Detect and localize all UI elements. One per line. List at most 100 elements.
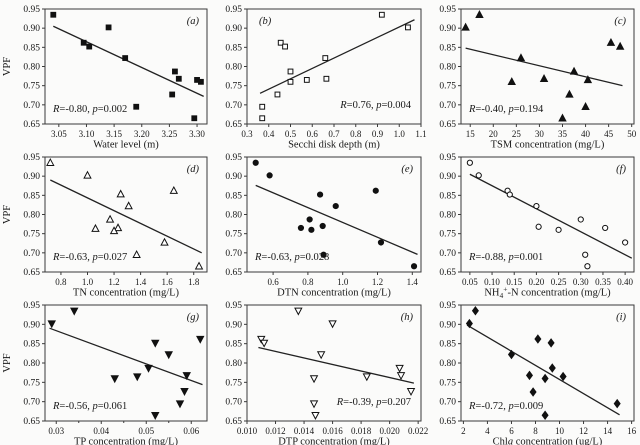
trend-line: [259, 19, 415, 94]
data-point: [144, 364, 153, 373]
x-tick-label: 0.35: [595, 277, 611, 287]
data-point: [548, 363, 556, 373]
y-tick-label: 0.95: [23, 153, 40, 163]
stats-annotation: R=-0.88, p=0.001: [468, 252, 543, 263]
data-point: [558, 113, 567, 122]
data-point: [259, 339, 269, 348]
x-axis-label: TSM concentration (mg/L): [491, 140, 605, 151]
data-point: [105, 214, 115, 223]
data-point: [316, 351, 326, 360]
y-tick-label: 0.80: [23, 359, 40, 369]
panel-label: (b): [259, 16, 272, 27]
data-point: [175, 75, 182, 82]
data-point: [328, 320, 337, 329]
subplot-i: 0.65 0.70 0.75 0.80 0.85 0.90 0.95 2 4 6 8 10 12 14 16…: [427, 296, 640, 445]
y-tick-label: 0.95: [23, 5, 40, 15]
data-point: [287, 78, 294, 85]
subplot-c: 0.65 0.70 0.75 0.80 0.85 0.90 0.95 15 20 25 30 35 40…: [427, 0, 640, 151]
x-axis-label: DTP concentration (mg/L): [278, 437, 390, 445]
subplot-h: 0.65 0.70 0.75 0.80 0.85 0.90 0.95 0.010 0.012 0.…: [213, 296, 428, 445]
x-tick-label: 3.15: [106, 129, 122, 139]
y-tick-label: 0.75: [23, 230, 40, 240]
x-axis-label: Secchi disk depth (m): [288, 140, 380, 151]
panel-label: (f): [616, 164, 626, 175]
x-tick-label: 45: [604, 129, 614, 139]
panel-label: (a): [187, 16, 200, 27]
subplot-a: 0.65 0.70 0.75 0.80 0.85 0.90 0.95 3.05 3.10 3.15…: [0, 0, 213, 151]
y-tick-label: 0.65: [225, 268, 242, 278]
y-tick-label: 0.90: [225, 24, 242, 34]
trend-line: [53, 25, 204, 97]
x-tick-label: 0.4: [263, 129, 275, 139]
data-point: [306, 216, 313, 223]
stats-annotation: R=-0.63, p=0.027: [52, 252, 127, 263]
x-tick-label: 8: [533, 426, 538, 436]
stats-annotation: R=-0.72, p=0.009: [468, 401, 543, 412]
stats-annotation: R=-0.56, p=0.061: [52, 401, 127, 412]
x-tick-label: 0.25: [551, 277, 567, 287]
y-tick-label: 0.80: [225, 211, 242, 221]
x-tick-label: 1.0: [82, 277, 94, 287]
data-point: [569, 66, 579, 75]
y-tick-label: 0.70: [23, 249, 40, 259]
y-tick-label: 0.75: [439, 82, 456, 92]
x-tick-label: 1.6: [162, 277, 174, 287]
data-point: [277, 39, 284, 46]
data-point: [622, 239, 629, 246]
x-tick-label: 40: [581, 129, 591, 139]
data-point: [471, 306, 479, 316]
data-point: [461, 22, 470, 31]
data-point: [110, 375, 119, 384]
data-point: [559, 371, 567, 382]
data-point: [303, 77, 310, 83]
data-point: [577, 216, 584, 223]
data-point: [132, 249, 141, 258]
panel-label: (d): [187, 164, 200, 175]
x-tick-label: 0.20: [529, 277, 545, 287]
data-point: [252, 159, 259, 166]
data-point: [378, 11, 385, 18]
y-tick-label: 0.65: [225, 417, 242, 427]
y-tick-label: 0.95: [439, 153, 456, 163]
data-point: [309, 375, 319, 384]
data-point: [266, 172, 273, 179]
data-point: [169, 185, 179, 194]
data-point: [50, 11, 57, 18]
data-point: [395, 364, 404, 373]
x-tick-label: 0.018: [351, 426, 372, 436]
data-point: [362, 373, 372, 382]
subplot-d: 0.65 0.70 0.75 0.80 0.85 0.90 0.95 0.8 1.0 1.2 1.4…: [0, 148, 213, 299]
y-tick-label: 0.70: [225, 398, 242, 408]
data-point: [80, 39, 87, 46]
x-tick-label: 3.10: [79, 129, 95, 139]
x-tick-label: 2: [461, 426, 466, 436]
y-tick-label: 0.90: [23, 320, 40, 330]
data-point: [539, 74, 549, 82]
y-tick-label: 0.85: [439, 43, 456, 53]
y-tick-label: 0.95: [225, 301, 242, 311]
panel-label: (e): [401, 164, 413, 175]
y-axis-label: VPF: [2, 57, 13, 76]
data-point: [309, 400, 319, 409]
subplot-b: 0.65 0.70 0.75 0.80 0.85 0.90 0.95 0.3 0.4 0.5 0.6…: [213, 0, 427, 151]
data-point: [319, 222, 326, 230]
data-point: [164, 351, 173, 360]
subplot-d-svg: 0.65 0.70 0.75 0.80 0.85 0.90 0.95 0.8 1.0 1.2 1.4…: [2, 153, 208, 299]
data-point: [581, 101, 590, 110]
panel-label: (i): [616, 312, 626, 323]
x-axis-label: TP concentration (mg/L): [74, 437, 178, 445]
x-tick-label: 25: [512, 129, 522, 139]
x-tick-label: 0.30: [573, 277, 589, 287]
data-point: [198, 78, 204, 85]
x-tick-label: 50: [627, 129, 637, 139]
data-point: [151, 412, 160, 420]
data-point: [86, 43, 93, 50]
trend-line: [258, 346, 415, 384]
subplot-f-svg: 0.65 0.70 0.75 0.80 0.85 0.90 0.95 0.05 0.10 0.15…: [439, 153, 635, 300]
data-point: [516, 53, 526, 62]
data-point: [169, 91, 176, 98]
data-point: [316, 191, 324, 198]
x-tick-label: 0.40: [617, 277, 633, 287]
data-point: [507, 349, 515, 360]
y-tick-label: 0.75: [439, 378, 456, 388]
